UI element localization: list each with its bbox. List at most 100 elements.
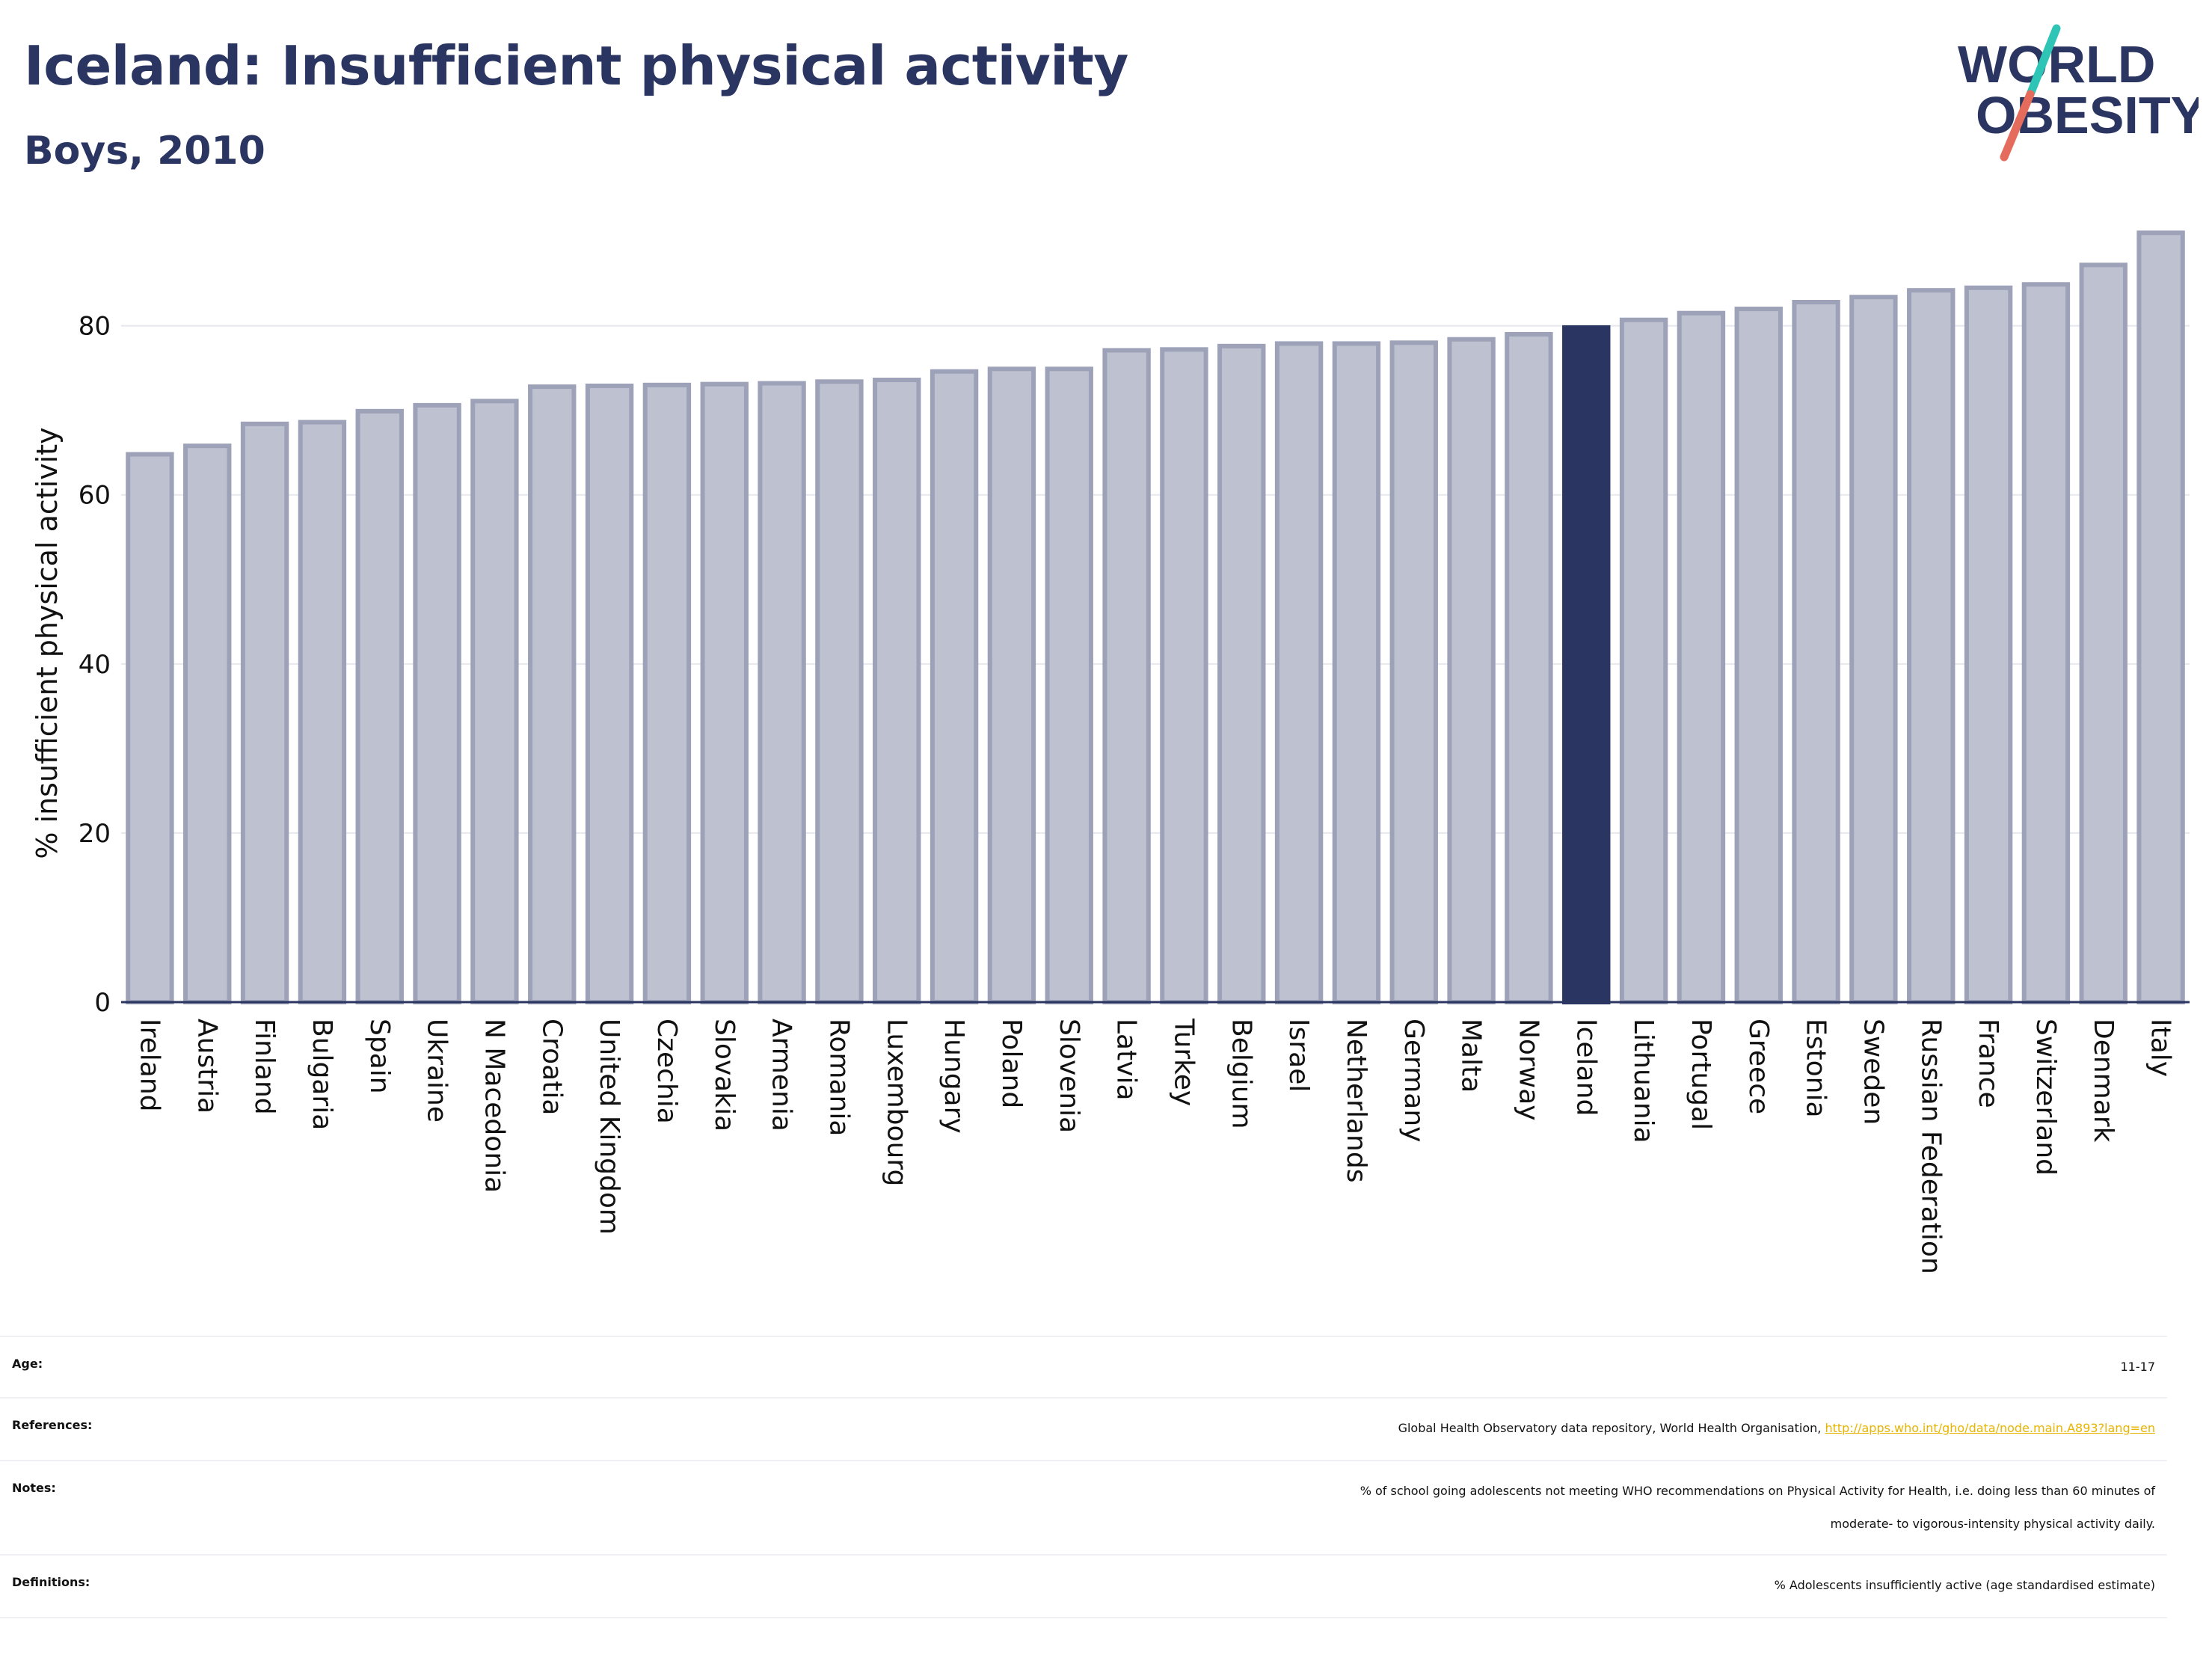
bar: [1849, 295, 1898, 1004]
bar: [987, 366, 1036, 1005]
x-tick-label: Luxembourg: [881, 1019, 912, 1186]
bar: [183, 443, 232, 1004]
bar: [240, 421, 289, 1004]
bar: [1447, 337, 1496, 1004]
bar: [873, 378, 921, 1004]
chart-title: Iceland: Insufficient physical activity: [24, 34, 1128, 97]
bar: [298, 420, 347, 1004]
meta-notes-label: Notes:: [12, 1481, 56, 1495]
y-tick-label: 20: [79, 819, 111, 849]
x-tick-label: Sweden: [1858, 1019, 1888, 1125]
x-tick-label: Malta: [1456, 1019, 1487, 1093]
meta-row-references: References: Global Health Observatory da…: [0, 1397, 2167, 1460]
logo-slash-teal-icon: [2026, 24, 2061, 99]
meta-notes-value: % of school going adolescents not meetin…: [1360, 1475, 2155, 1541]
bar: [1734, 307, 1783, 1005]
bar: [2079, 262, 2127, 1004]
y-tick-label: 80: [79, 312, 111, 342]
x-tick-label: Denmark: [2088, 1019, 2119, 1143]
x-tick-label: N Macedonia: [479, 1019, 509, 1193]
bar: [1964, 285, 2013, 1005]
x-tick-label: Ireland: [134, 1019, 165, 1112]
x-tick-label: Finland: [249, 1019, 280, 1115]
x-tick-label: France: [1973, 1019, 2003, 1108]
x-tick-label: Israel: [1283, 1019, 1314, 1092]
bar: [2136, 230, 2185, 1005]
x-tick-label: Estonia: [1801, 1019, 1831, 1118]
bar: [815, 379, 864, 1004]
x-tick-label: Czechia: [651, 1019, 682, 1124]
bar: [1217, 343, 1266, 1005]
bar: [355, 408, 404, 1004]
x-tick-label: Slovakia: [709, 1019, 740, 1132]
chart-subtitle: Boys, 2010: [24, 129, 265, 174]
bar-highlight: [1562, 325, 1611, 1005]
bar: [700, 381, 749, 1004]
meta-references-text: Global Health Observatory data repositor…: [1398, 1421, 1825, 1435]
bar: [642, 382, 692, 1004]
logo-text-world: WORLD: [1958, 35, 2155, 93]
world-obesity-logo: WORLD OBESITY: [1958, 24, 2199, 162]
bar: [1907, 288, 1956, 1005]
bar: [413, 402, 461, 1004]
bar: [758, 381, 806, 1004]
x-tick-label: Iceland: [1570, 1019, 1601, 1116]
x-tick-label: Norway: [1513, 1019, 1543, 1121]
meta-definitions-label: Definitions:: [12, 1575, 90, 1589]
bar: [1332, 341, 1381, 1004]
x-tick-label: United Kingdom: [594, 1019, 624, 1235]
x-tick-label: Italy: [2145, 1019, 2176, 1077]
x-tick-label: Armenia: [766, 1019, 797, 1132]
bar: [2021, 282, 2071, 1004]
x-tick-label: Greece: [1743, 1019, 1774, 1114]
meta-row-age: Age: 11-17: [0, 1336, 2167, 1397]
meta-references-value: Global Health Observatory data repositor…: [1398, 1412, 2155, 1445]
bar: [470, 399, 519, 1004]
bar: [1505, 331, 1553, 1004]
x-tick-label: Portugal: [1686, 1019, 1716, 1130]
x-tick-label: Poland: [996, 1019, 1027, 1108]
bar: [1389, 340, 1438, 1004]
meta-age-label: Age:: [12, 1357, 43, 1371]
meta-row-definitions: Definitions: % Adolescents insufficientl…: [0, 1554, 2167, 1618]
y-tick-label: 60: [79, 481, 111, 511]
x-tick-label: Croatia: [536, 1019, 567, 1115]
x-tick-label: Bulgaria: [307, 1019, 337, 1130]
x-tick-label: Slovenia: [1054, 1019, 1084, 1133]
x-tick-label: Lithuania: [1628, 1019, 1659, 1143]
bar: [585, 383, 634, 1004]
y-tick-label: 40: [79, 650, 111, 680]
bar: [1160, 347, 1208, 1005]
x-tick-label: Austria: [191, 1019, 222, 1114]
meta-age-value: 11-17: [2120, 1360, 2156, 1374]
bar: [1619, 317, 1668, 1004]
x-tick-label: Latvia: [1111, 1019, 1142, 1101]
bar: [1102, 348, 1151, 1005]
bar: [1677, 310, 1726, 1004]
meta-notes-line1: % of school going adolescents not meetin…: [1360, 1484, 2155, 1498]
y-axis-title: % insufficient physical activity: [31, 427, 64, 859]
logo-slash-red-icon: [2000, 90, 2035, 162]
meta-references-label: References:: [12, 1418, 93, 1432]
bar: [528, 384, 577, 1004]
meta-definitions-value: % Adolescents insufficiently active (age…: [1774, 1578, 2155, 1592]
y-tick-label: 0: [94, 988, 111, 1018]
x-tick-label: Ukraine: [422, 1019, 452, 1123]
x-tick-label: Germany: [1398, 1019, 1429, 1142]
bar: [930, 369, 979, 1004]
x-tick-label: Spain: [364, 1019, 395, 1094]
bar-chart: 0 20 40 60 80 % insufficient physical activit…: [31, 230, 2190, 1274]
x-tick-label: Switzerland: [2030, 1019, 2061, 1176]
x-tick-label: Netherlands: [1341, 1019, 1371, 1182]
x-tick-label: Russian Federation: [1915, 1019, 1946, 1274]
x-tick-label: Romania: [823, 1019, 854, 1136]
meta-references-link[interactable]: http://apps.who.int/gho/data/node.main.A…: [1825, 1421, 2155, 1435]
meta-notes-line2: moderate- to vigorous-intensity physical…: [1830, 1517, 2155, 1531]
x-tick-label: Belgium: [1226, 1019, 1256, 1129]
x-tick-label: Hungary: [938, 1019, 969, 1134]
bar: [1792, 300, 1840, 1004]
meta-row-notes: Notes: % of school going adolescents not…: [0, 1460, 2167, 1554]
bar: [1045, 366, 1093, 1005]
bar: [126, 452, 174, 1004]
x-tick-label: Turkey: [1168, 1018, 1199, 1106]
